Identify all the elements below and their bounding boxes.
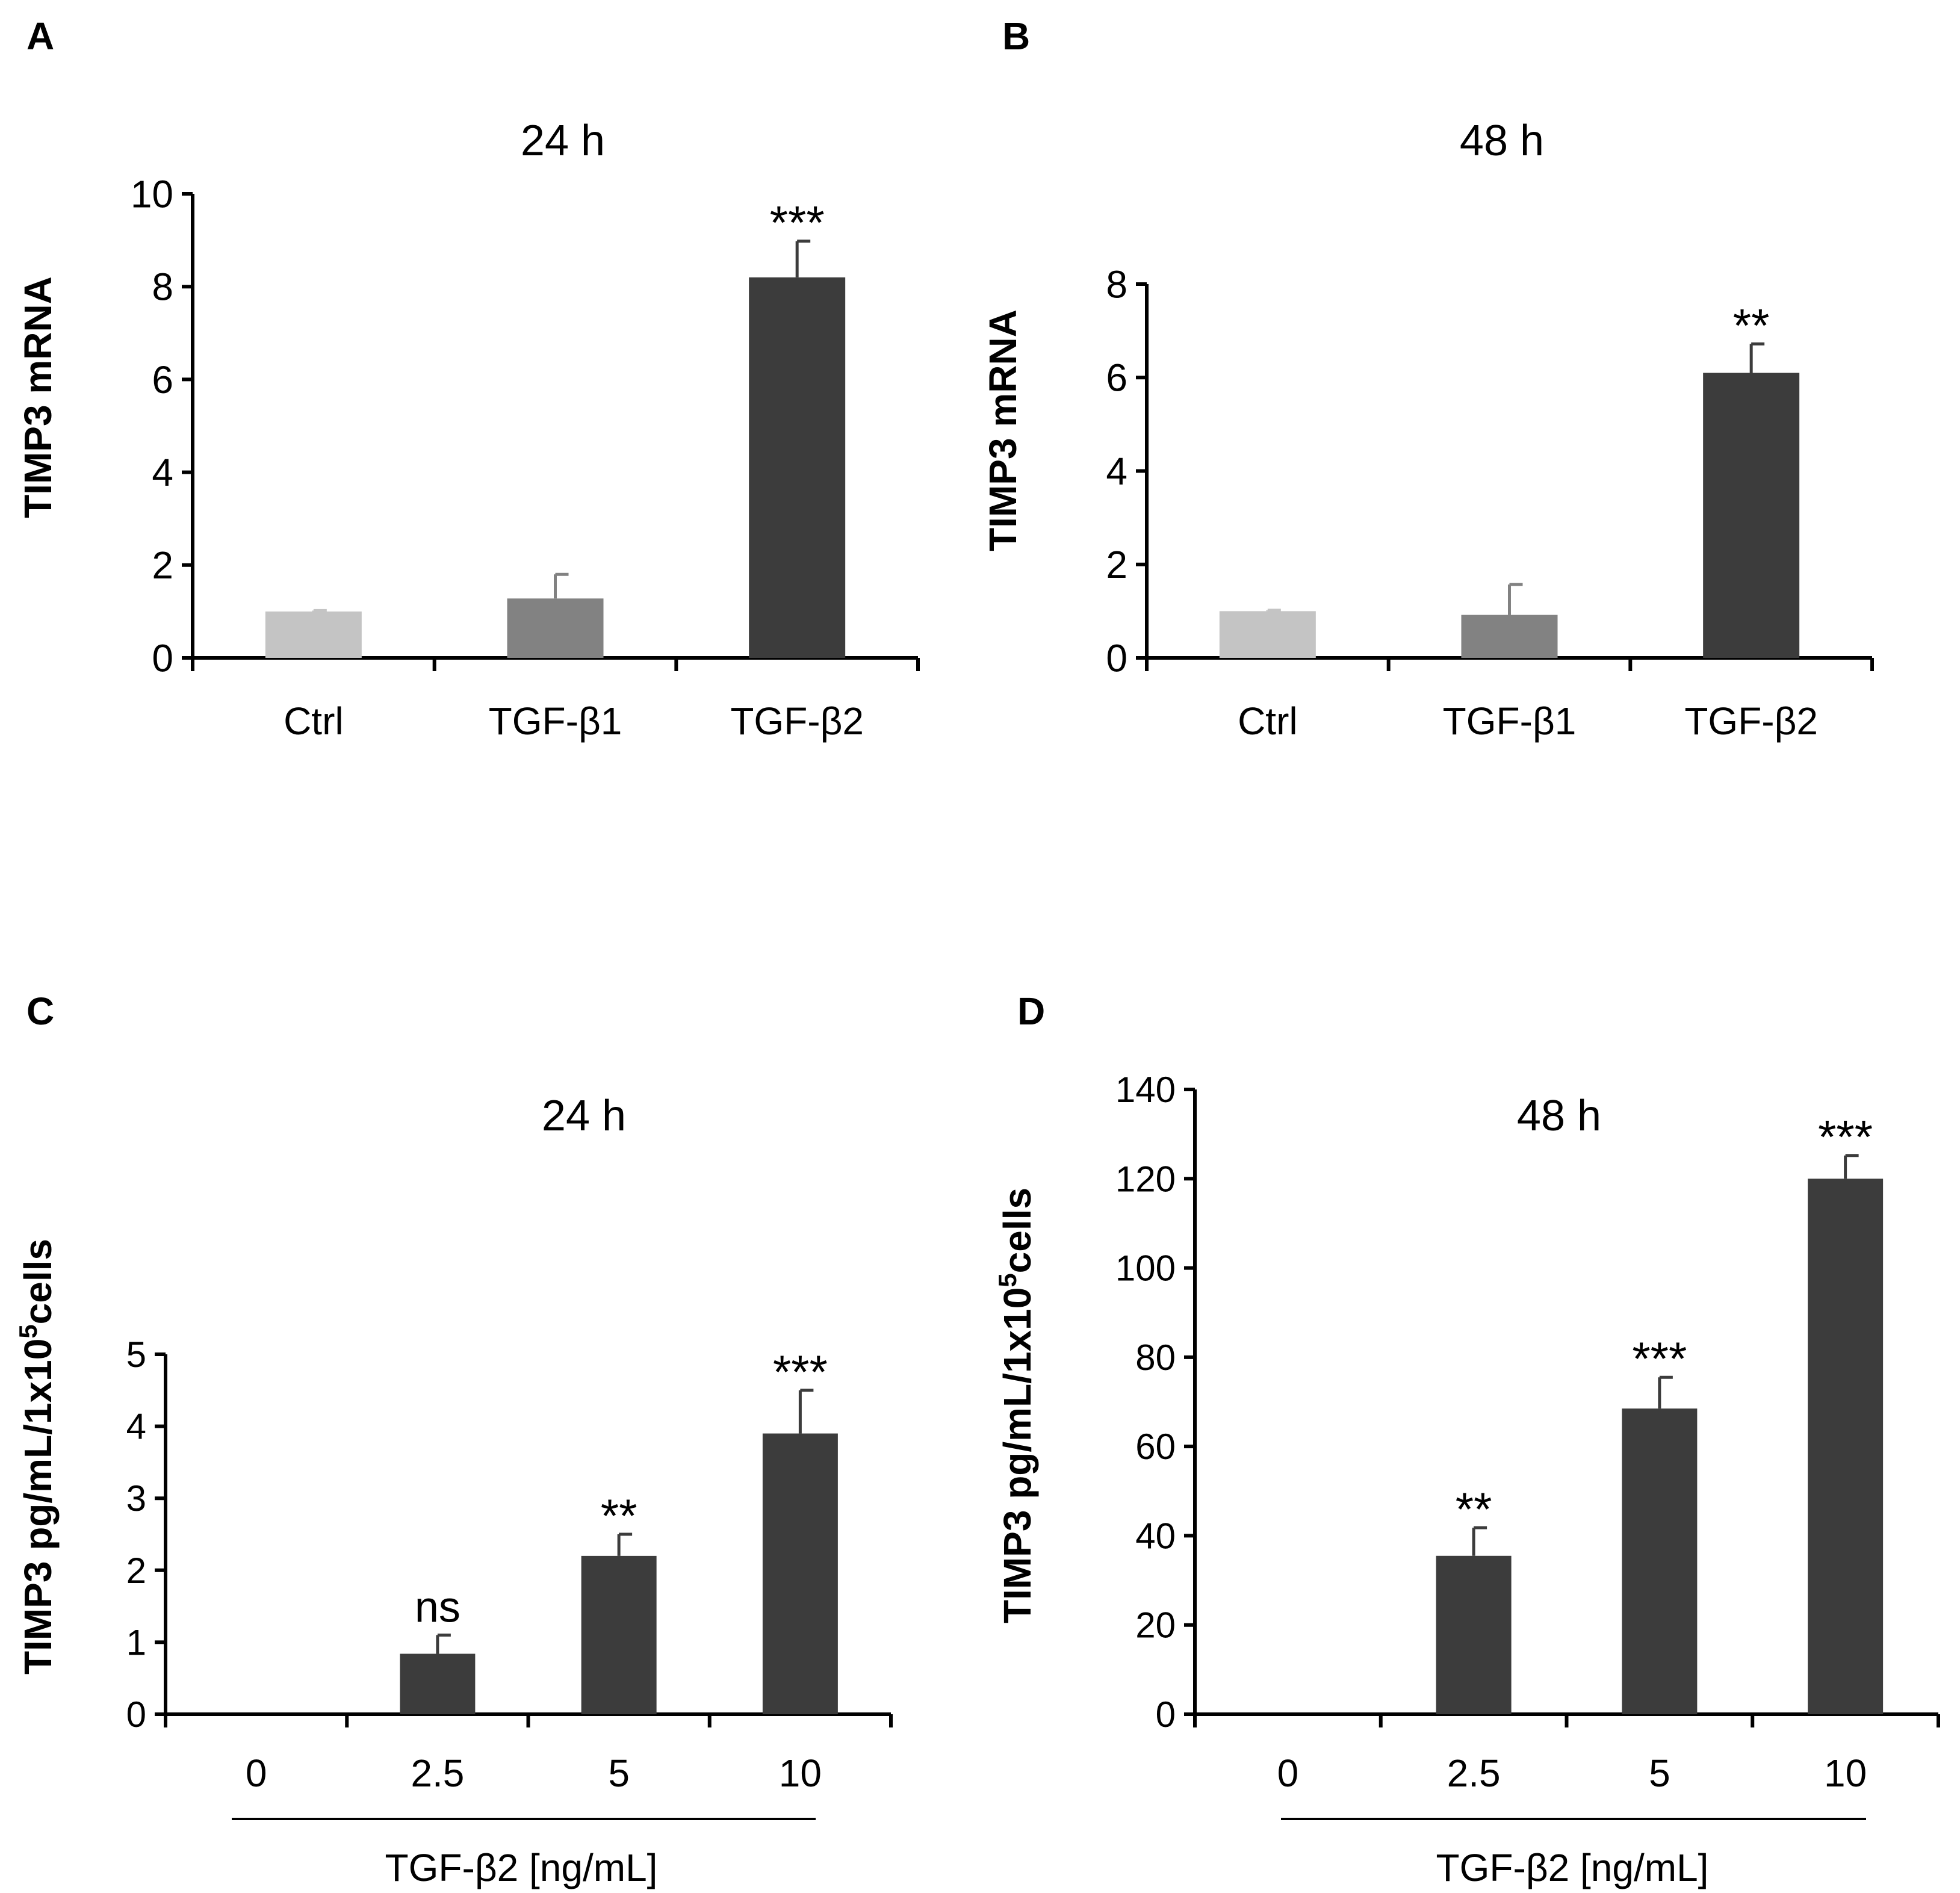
bar [749, 277, 846, 658]
y-tick-label: 1 [126, 1622, 146, 1662]
significance-label: ** [601, 1489, 637, 1542]
plot-area: 0 2 4 6 8 10 Ctrl TGF-β1 *** TGF-β2 [131, 172, 920, 743]
plot-area: 0 2 4 6 8 Ctrl TGF-β1 ** TGF-β2 [1106, 262, 1874, 743]
y-axis-label-tail: cells [996, 1188, 1039, 1273]
y-tick-label: 0 [1156, 1694, 1176, 1735]
bar [265, 611, 362, 658]
bar [1461, 615, 1558, 658]
significance-label: *** [770, 196, 825, 249]
chart-title: 48 h [1517, 1092, 1601, 1140]
significance-label: *** [773, 1345, 828, 1398]
y-axis-label-tail: cells [16, 1239, 60, 1324]
x-tick-label: Ctrl [284, 699, 344, 743]
y-tick-label: 2 [1106, 543, 1127, 586]
y-tick-label: 2 [152, 544, 173, 587]
bar [1622, 1408, 1698, 1714]
y-tick-label: 140 [1115, 1070, 1176, 1110]
x-tick-label: 2.5 [1447, 1752, 1501, 1795]
panel-letter: B [1002, 14, 1030, 58]
chart-title: 24 h [542, 1092, 626, 1140]
y-tick-label: 100 [1115, 1248, 1176, 1289]
x-tick-label: 0 [246, 1752, 267, 1795]
significance-label: ns [415, 1583, 461, 1631]
panel-a: A 24 h TIMP3 mRNA 0 2 4 6 8 10 Ctrl TGF-β1 *** TG… [16, 14, 920, 743]
x-tick-label: TGF-β2 [730, 699, 864, 743]
y-axis-label-main: TIMP3 pg/mL/1x10 [16, 1339, 60, 1675]
y-axis-label: TIMP3 pg/mL/1x105cells [14, 1239, 60, 1675]
y-tick-label: 8 [1106, 262, 1127, 306]
bar [581, 1555, 657, 1714]
y-tick-label: 2 [126, 1551, 146, 1591]
x-tick-label: 0 [1277, 1752, 1299, 1795]
y-tick-label: 0 [1106, 636, 1127, 680]
y-axis-label-main: TIMP3 pg/mL/1x10 [996, 1287, 1039, 1623]
y-tick-label: 6 [1106, 356, 1127, 400]
significance-label: *** [1818, 1111, 1873, 1163]
bar [507, 598, 604, 658]
x-axis-label: TGF-β2 [ng/mL] [385, 1846, 658, 1889]
x-tick-label: 5 [608, 1752, 630, 1795]
y-tick-label: 0 [152, 636, 173, 680]
panel-letter: C [26, 990, 54, 1033]
plot-area: 0 20 40 60 80 100 120 140 0 ** 2.5 *** 5 *** 10 [1115, 1070, 1940, 1795]
x-tick-label: TGF-β1 [489, 699, 622, 743]
y-tick-label: 4 [1106, 450, 1127, 493]
significance-label: ** [1733, 299, 1770, 352]
y-axis-label-sup: 5 [14, 1324, 42, 1338]
x-tick-label: 2.5 [411, 1752, 464, 1795]
y-tick-label: 20 [1135, 1605, 1176, 1646]
x-tick-label: 10 [1824, 1752, 1867, 1795]
bar [762, 1433, 838, 1714]
y-tick-label: 10 [131, 172, 173, 215]
y-tick-label: 40 [1135, 1516, 1176, 1556]
panel-d: D 48 h TIMP3 pg/mL/1x105cells TGF-β2 [ng… [993, 990, 1940, 1889]
y-tick-label: 80 [1135, 1337, 1176, 1378]
chart-title: 24 h [521, 117, 605, 165]
panel-letter: D [1017, 990, 1045, 1033]
y-tick-label: 5 [126, 1334, 146, 1375]
bar [1808, 1179, 1884, 1714]
significance-label: *** [1632, 1332, 1687, 1385]
y-tick-label: 60 [1135, 1427, 1176, 1467]
y-tick-label: 6 [152, 358, 173, 401]
y-axis-label-sup: 5 [993, 1273, 1022, 1287]
x-tick-label: 10 [779, 1752, 822, 1795]
bar [1703, 373, 1800, 658]
x-tick-label: TGF-β1 [1443, 699, 1577, 743]
y-tick-label: 0 [126, 1694, 146, 1735]
y-axis-label: TIMP3 mRNA [16, 276, 60, 518]
x-tick-label: 5 [1649, 1752, 1670, 1795]
bar [1219, 611, 1316, 658]
bar [400, 1653, 476, 1714]
x-axis-label: TGF-β2 [ng/mL] [1436, 1846, 1709, 1889]
y-axis-label: TIMP3 pg/mL/1x105cells [993, 1188, 1039, 1623]
x-tick-label: Ctrl [1238, 699, 1298, 743]
y-tick-label: 4 [152, 451, 173, 494]
panel-letter: A [26, 14, 54, 58]
y-tick-label: 4 [126, 1407, 146, 1447]
y-tick-label: 3 [126, 1478, 146, 1519]
y-tick-label: 120 [1115, 1159, 1176, 1199]
y-axis-label: TIMP3 mRNA [981, 309, 1025, 551]
bar [1436, 1555, 1512, 1714]
chart-title: 48 h [1460, 117, 1544, 165]
plot-area: 0 1 2 3 4 5 0 ns 2.5 ** 5 *** 10 [126, 1334, 893, 1795]
significance-label: ** [1456, 1482, 1492, 1535]
y-tick-label: 8 [152, 265, 173, 309]
panel-b: B 48 h TIMP3 mRNA 0 2 4 6 8 Ctrl TGF-β1 ** TGF-β… [981, 14, 1874, 743]
panel-c: C 24 h TIMP3 pg/mL/1x105cells TGF-β2 [ng… [14, 990, 893, 1889]
x-tick-label: TGF-β2 [1684, 699, 1818, 743]
